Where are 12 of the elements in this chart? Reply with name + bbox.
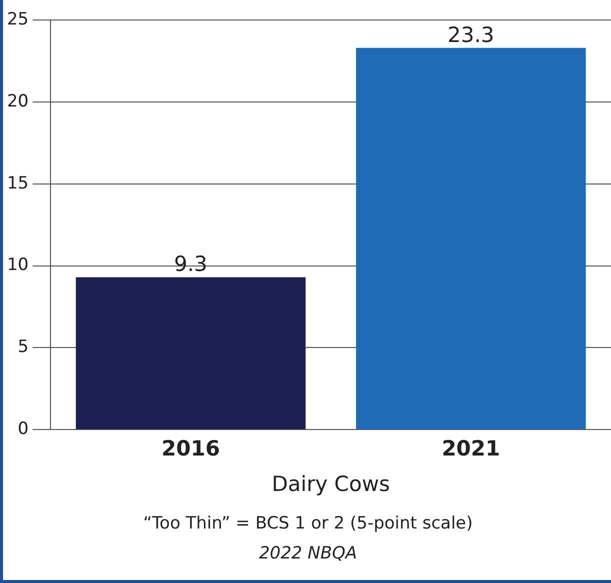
y-tick-label: 15: [6, 173, 29, 194]
text: “Too Thin” = BCS 1 or 2 (5-point scale): [143, 513, 473, 534]
y-tick-label: 0: [18, 419, 29, 440]
x-tick-label: 2021: [442, 436, 500, 461]
y-tick-label: 5: [18, 337, 29, 358]
data-label: 23.3: [448, 22, 494, 47]
x-axis-title: Dairy Cows: [272, 472, 390, 496]
text: 2022 NBQA: [258, 543, 358, 564]
y-tick-label: 20: [6, 91, 29, 112]
y-tick-label: 10: [6, 255, 29, 276]
y-tick-label: 25: [6, 9, 29, 30]
x-tick-label: 2016: [161, 436, 220, 461]
